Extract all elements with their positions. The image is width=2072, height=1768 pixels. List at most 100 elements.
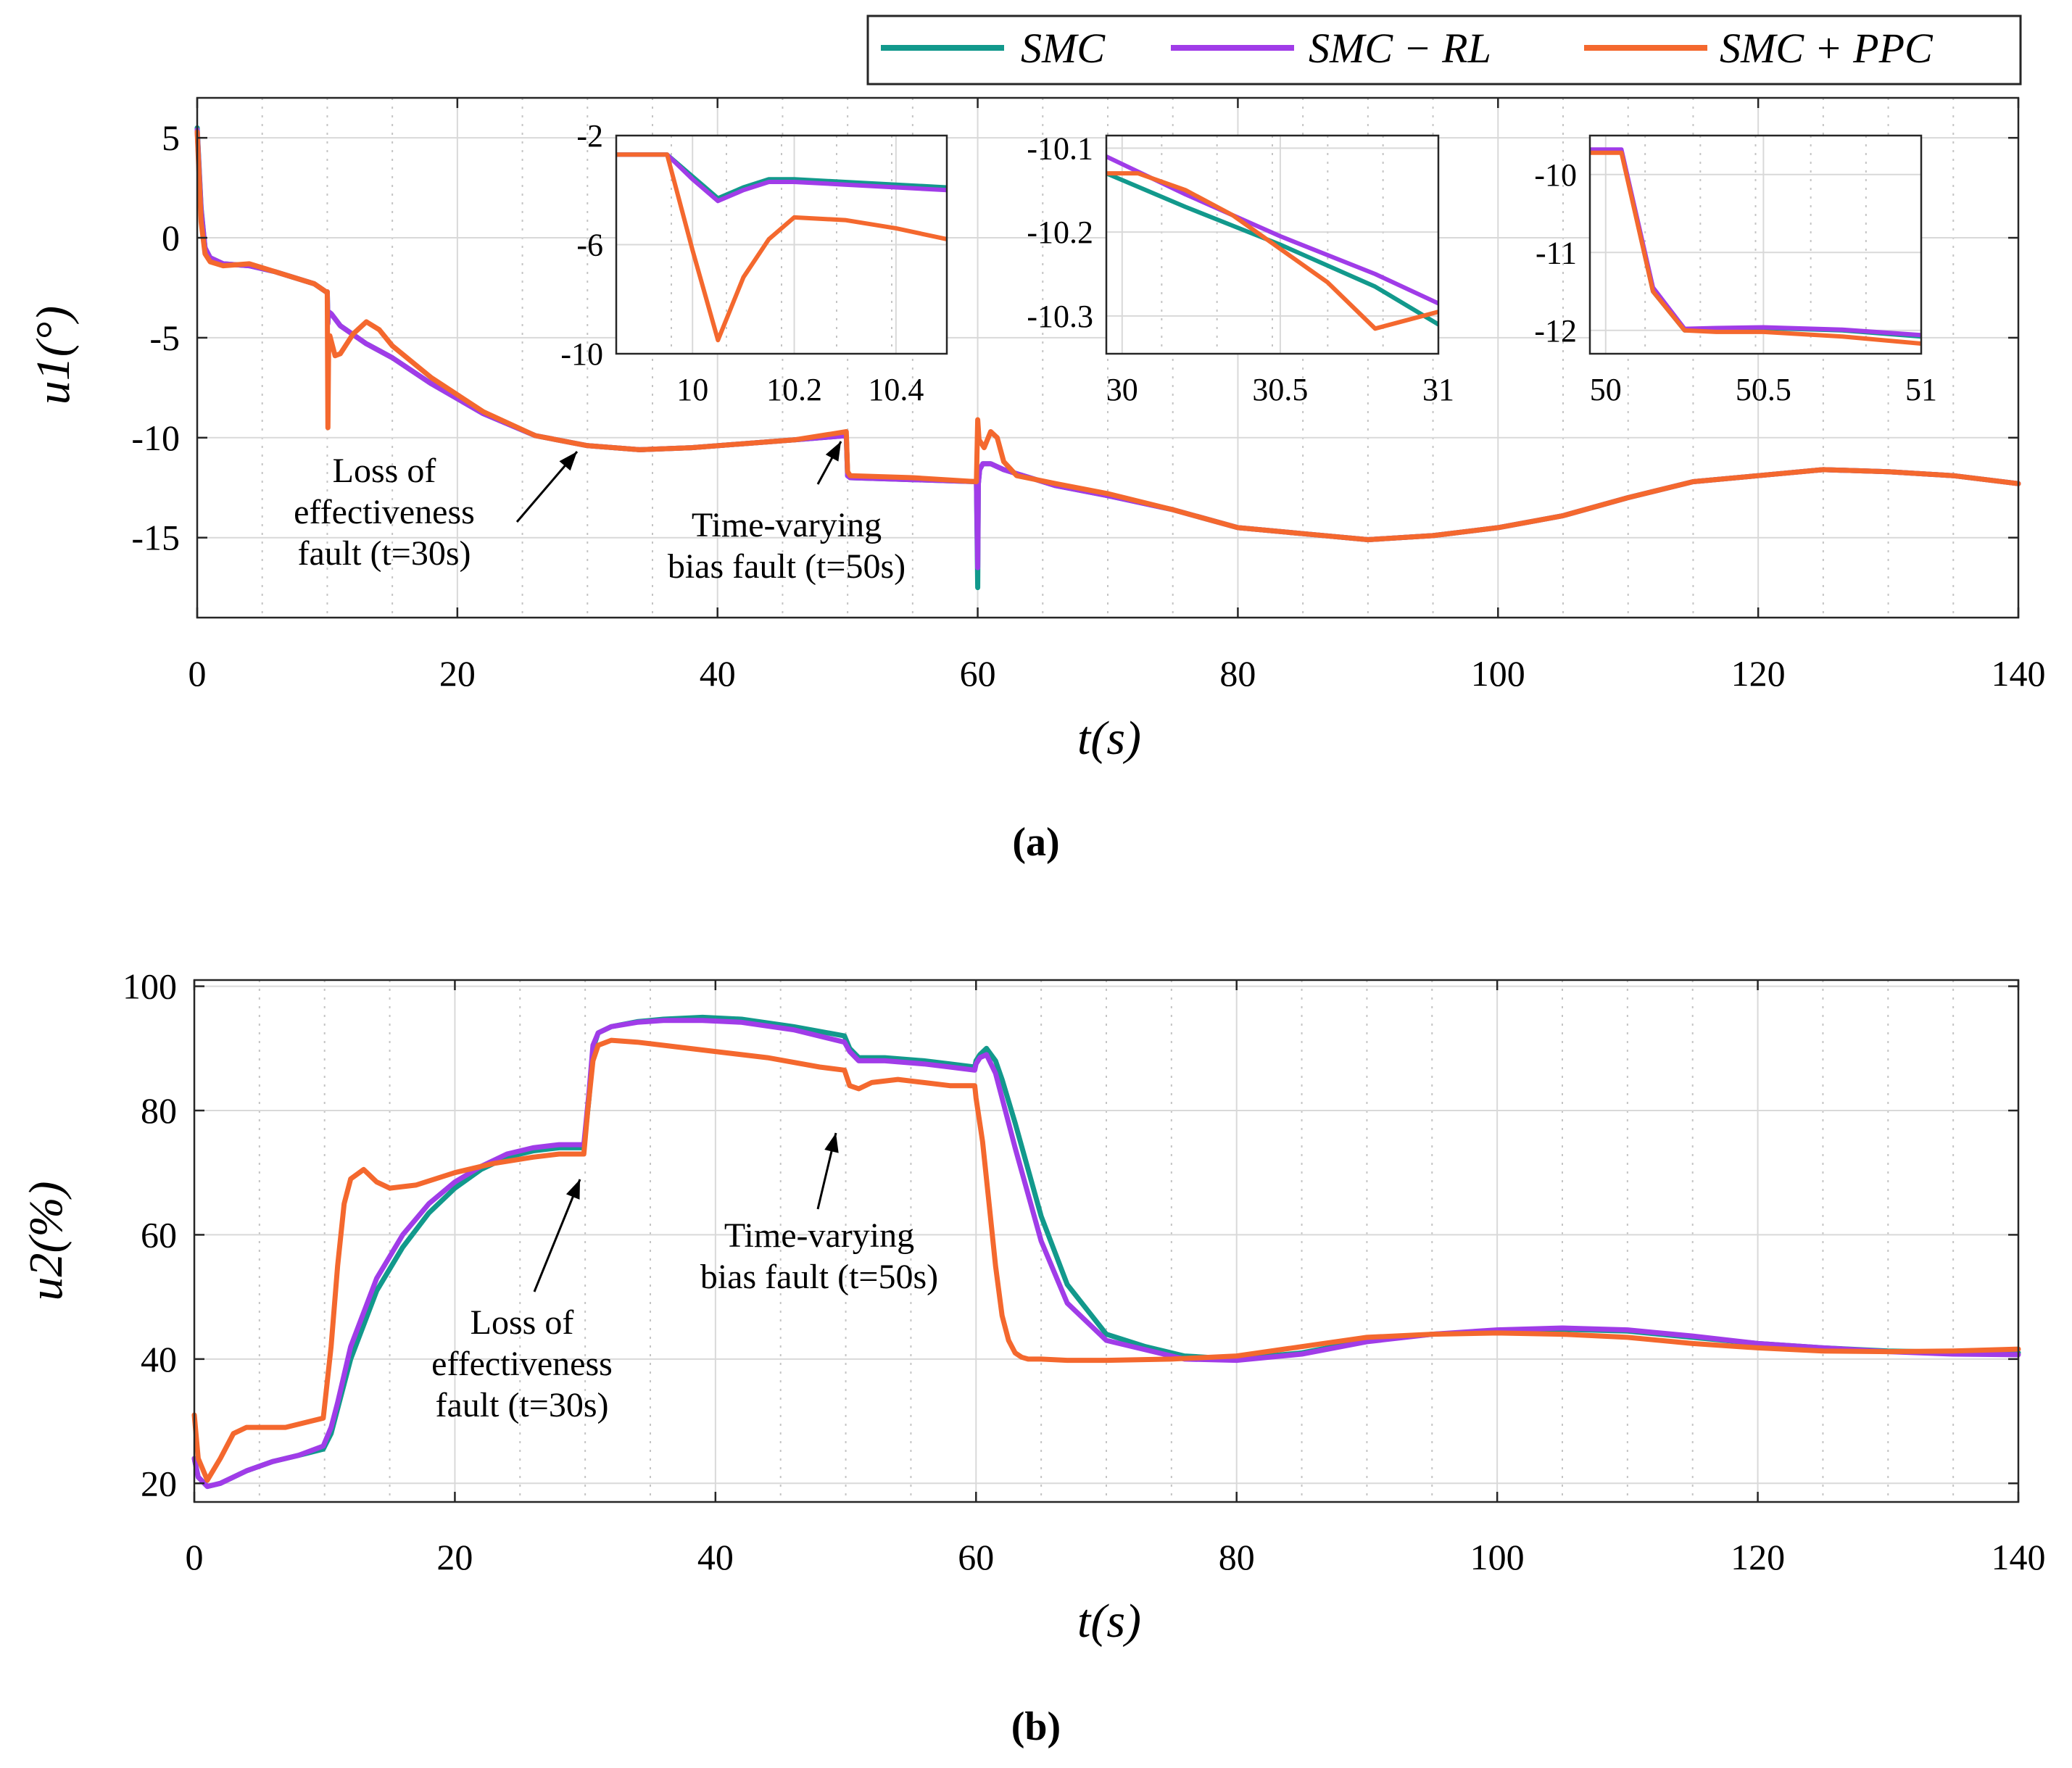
- panel-b-x-tick-label: 140: [1992, 1537, 2046, 1577]
- panel-b-annotation-text: effectiveness: [431, 1345, 613, 1383]
- panel-a-inset-1: 10 10.2 10.4 -2 -6 -10: [560, 118, 948, 407]
- legend-box: [866, 14, 2022, 86]
- panel-a-annotation-arrowhead: [559, 452, 577, 471]
- inset-y-tick-label: -12: [1534, 313, 1577, 349]
- legend: SMC SMC − RL SMC + PPC: [866, 14, 2022, 86]
- panel-a-x-tick-label: 120: [1731, 653, 1786, 694]
- panel-a-line-smc-ppc: [194, 129, 2021, 542]
- panel-b-x-tick-label: 80: [1219, 1537, 1255, 1577]
- inset-y-tick-label: -10: [560, 336, 603, 372]
- panel-a-series: [194, 125, 2021, 591]
- inset-series: [1106, 154, 1438, 331]
- inset-x-tick-label: 10: [676, 372, 708, 407]
- inset-frame: [615, 134, 948, 355]
- panel-a-y-tick-label: -15: [131, 518, 180, 558]
- panel-a-caption: (a): [1012, 820, 1059, 865]
- legend-item-smc-ppc: SMC + PPC: [1584, 25, 1934, 72]
- panel-b-x-tick-label: 100: [1470, 1537, 1525, 1577]
- panel-a-x-tick-label: 20: [439, 653, 476, 694]
- panel-b-y-tick-label: 100: [123, 966, 177, 1007]
- legend-label-smc-ppc: SMC + PPC: [1720, 25, 1934, 72]
- inset-background: [1590, 136, 1921, 354]
- legend-label-smc: SMC: [1021, 25, 1106, 72]
- inset-x-tick-label: 50.5: [1736, 372, 1791, 407]
- inset-x-tick-label: 50: [1590, 372, 1622, 407]
- panel-b-x-tick-label: 60: [958, 1537, 994, 1577]
- panel-b-line-smc-ppc: [191, 1037, 2021, 1483]
- panel-a-y-tick-label: -5: [149, 318, 180, 358]
- inset-series: [616, 152, 947, 343]
- inset-x-tick-label: 10.2: [766, 372, 822, 407]
- inset-line-smc-rl: [616, 152, 947, 204]
- inset-series: [1590, 147, 1921, 346]
- panel-b-line-smc-rl: [191, 1018, 2021, 1490]
- panel-b-annotation-arrow: [533, 1179, 581, 1292]
- panel-b-y-tick-label: 60: [141, 1214, 177, 1255]
- panel-a-ylabel: u1(°): [27, 306, 80, 404]
- inset-x-tick-label: 51: [1905, 372, 1937, 407]
- inset-y-tick-label: -6: [576, 228, 603, 263]
- panel-a-annotation-text: Loss of: [333, 452, 436, 490]
- panel-b-annotation-arrowhead: [565, 1179, 580, 1200]
- inset-y-tick-label: -10: [1534, 157, 1577, 193]
- panel-b-series: [191, 1014, 2021, 1490]
- inset-y-tick-label: -10.2: [1027, 215, 1093, 250]
- panel-b-frame: [193, 979, 2020, 1503]
- panel-a-x-tick-label: 140: [1992, 653, 2046, 694]
- panel-b-y-tick-label: 80: [141, 1090, 177, 1131]
- panel-b-ylabel: u2(%): [20, 1182, 72, 1301]
- inset-x-tick-label: 30.5: [1252, 372, 1308, 407]
- legend-label-smc-rl: SMC − RL: [1309, 25, 1491, 72]
- panel-a-x-tick-label: 40: [700, 653, 736, 694]
- inset-frame: [1588, 134, 1923, 355]
- panel-a-x-tick-label: 80: [1219, 653, 1256, 694]
- panel-a-y-tick-label: 5: [162, 117, 180, 158]
- panel-a-frame: [196, 96, 2020, 619]
- inset-frame: [1105, 134, 1440, 355]
- legend-item-smc: SMC: [881, 25, 1106, 72]
- panel-b-x-tick-label: 120: [1731, 1537, 1785, 1577]
- panel-b-x-tick-label: 40: [697, 1537, 734, 1577]
- panel-b-annotation-arrowhead: [824, 1133, 839, 1153]
- legend-item-smc-rl: SMC − RL: [1171, 25, 1491, 72]
- panel-b-annotation-text: bias fault (t=50s): [700, 1258, 938, 1296]
- panel-b-caption: (b): [1011, 1704, 1061, 1749]
- inset-y-tick-label: -10.3: [1027, 299, 1093, 334]
- panel-a-annotation-text: effectiveness: [294, 493, 475, 531]
- panel-a-x-tick-label: 100: [1471, 653, 1525, 694]
- panel-b-x-tick-label: 20: [436, 1537, 473, 1577]
- inset-x-tick-label: 30: [1106, 372, 1138, 407]
- panel-b-x-tick-label: 0: [186, 1537, 204, 1577]
- panel-a-y-tick-label: 0: [162, 217, 180, 258]
- inset-y-tick-label: -11: [1536, 235, 1577, 270]
- panel-b-xlabel: t(s): [1077, 1595, 1141, 1648]
- panel-a-annotation-arrowhead: [825, 441, 841, 462]
- panel-a-inset-3: 50 50.5 51 -10 -11 -12: [1534, 134, 1937, 407]
- panel-a-inset-2: 30 30.5 31 -10.1 -10.2 -10.3: [1027, 130, 1454, 407]
- inset-y-tick-label: -2: [576, 118, 603, 154]
- panel-a-annotation-text: Time-varying: [692, 506, 882, 544]
- panel-a-x-tick-label: 0: [188, 653, 207, 694]
- inset-x-tick-label: 31: [1422, 372, 1454, 407]
- panel-a-insets: 10 10.2 10.4 -2 -6 -10 30 30.5 31 -10.1 -10.2 -10.3…: [560, 118, 1937, 407]
- panel-b-annotation-text: fault (t=30s): [435, 1386, 608, 1424]
- panel-a-x-tick-label: 60: [960, 653, 996, 694]
- panel-b-y-tick-label: 40: [141, 1339, 177, 1379]
- panel-a-annotation-text: fault (t=30s): [297, 534, 471, 573]
- panel-b-annotation-text: Loss of: [471, 1303, 574, 1342]
- inset-x-tick-label: 10.4: [868, 372, 924, 407]
- inset-line-smc-ppc: [1590, 150, 1921, 346]
- inset-line-smc: [1106, 171, 1438, 327]
- inset-line-smc-ppc: [616, 152, 947, 343]
- inset-line-smc-ppc: [1106, 171, 1438, 331]
- panel-a-y-tick-label: -10: [131, 418, 180, 458]
- panel-a-xlabel: t(s): [1077, 712, 1141, 765]
